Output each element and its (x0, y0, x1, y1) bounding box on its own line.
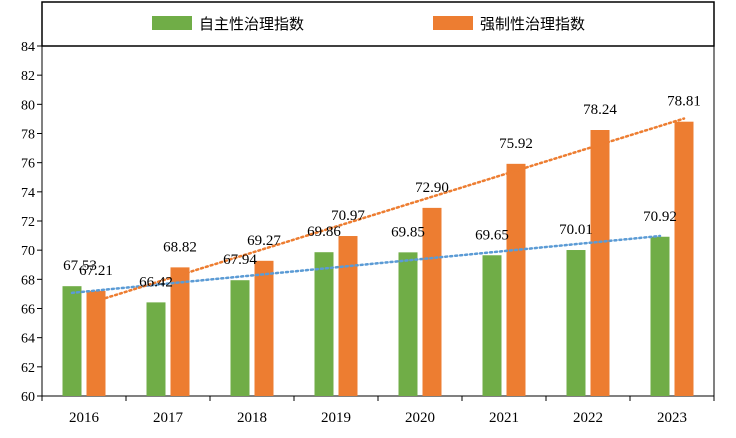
bar-autonomous-2020 (398, 252, 418, 396)
legend-swatch-1 (152, 16, 192, 30)
data-label-mandatory-2022: 78.24 (583, 102, 617, 118)
bar-mandatory-2019 (338, 236, 358, 396)
bar-mandatory-2018 (254, 260, 274, 396)
y-tick-label: 74 (21, 186, 35, 201)
bar-mandatory-2021 (506, 163, 526, 396)
x-tick-label: 2016 (69, 410, 100, 426)
x-tick-label: 2021 (489, 410, 519, 426)
data-label-autonomous-2017: 66.42 (139, 274, 173, 290)
bar-autonomous-2018 (230, 280, 250, 396)
data-label-autonomous-2022: 70.01 (559, 222, 593, 238)
data-label-mandatory-2019: 70.97 (331, 208, 365, 224)
data-labels: 67.53 66.42 67.94 69.86 69.85 69.65 70.01 70.92… (63, 94, 701, 291)
data-label-autonomous-2020: 69.85 (391, 224, 425, 240)
data-label-mandatory-2020: 72.90 (415, 180, 449, 196)
bar-mandatory-2022 (590, 130, 610, 396)
legend-label-1: 自主性治理指数 (199, 15, 304, 33)
data-label-autonomous-2016: 67.53 (63, 258, 97, 274)
data-label-autonomous-2018: 67.94 (223, 252, 257, 268)
y-tick-label: 72 (21, 215, 35, 230)
legend-frame (41, 1, 715, 47)
trendlines (70, 117, 686, 303)
y-tick-label: 80 (21, 98, 35, 113)
y-tick-label: 60 (21, 390, 35, 405)
x-tick-label: 2023 (657, 410, 687, 426)
legend: 自主性治理指数 强制性治理指数 (152, 15, 585, 33)
x-tick-label: 2017 (153, 410, 184, 426)
data-label-mandatory-2018: 69.27 (247, 233, 281, 249)
y-tick-label: 70 (21, 244, 35, 259)
legend-label-2: 强制性治理指数 (480, 15, 585, 33)
y-axis: 60 62 64 66 68 70 72 74 76 78 80 82 84 (21, 40, 42, 405)
bar-autonomous-2022 (566, 250, 586, 396)
y-tick-label: 82 (21, 69, 35, 84)
bar-mandatory-2023 (674, 121, 694, 396)
bar-mandatory-2020 (422, 207, 442, 396)
y-tick-label: 66 (21, 303, 35, 318)
bar-mandatory-2016 (86, 290, 106, 396)
trendline-autonomous (70, 234, 662, 295)
bar-mandatory-2017 (170, 267, 190, 396)
legend-swatch-2 (433, 16, 473, 30)
data-label-autonomous-2019: 69.86 (307, 224, 341, 240)
y-tick-label: 76 (21, 157, 35, 172)
bar-autonomous-2016 (62, 286, 82, 396)
y-tick-label: 78 (21, 128, 35, 143)
x-tick-label: 2022 (573, 410, 603, 426)
bar-autonomous-2023 (650, 236, 670, 396)
x-tick-label: 2019 (321, 410, 351, 426)
x-tick-label: 2018 (237, 410, 267, 426)
trendline-mandatory (94, 117, 686, 303)
data-label-autonomous-2023: 70.92 (643, 209, 677, 225)
x-axis: 2016 2017 2018 2019 2020 2021 2022 2023 (41, 396, 715, 426)
bar-autonomous-2017 (146, 302, 166, 396)
y-tick-label: 62 (21, 361, 35, 376)
y-tick-label: 68 (21, 273, 35, 288)
data-label-mandatory-2017: 68.82 (163, 239, 197, 255)
y-tick-label: 64 (21, 332, 35, 347)
data-label-mandatory-2023: 78.81 (667, 94, 701, 110)
x-tick-label: 2020 (405, 410, 435, 426)
bar-autonomous-2021 (482, 255, 502, 396)
data-label-autonomous-2021: 69.65 (475, 227, 509, 243)
bar-autonomous-2019 (314, 252, 334, 396)
bars (62, 121, 694, 396)
data-label-mandatory-2016: 67.21 (79, 263, 113, 279)
data-label-mandatory-2021: 75.92 (499, 136, 533, 152)
y-tick-label: 84 (21, 40, 35, 55)
